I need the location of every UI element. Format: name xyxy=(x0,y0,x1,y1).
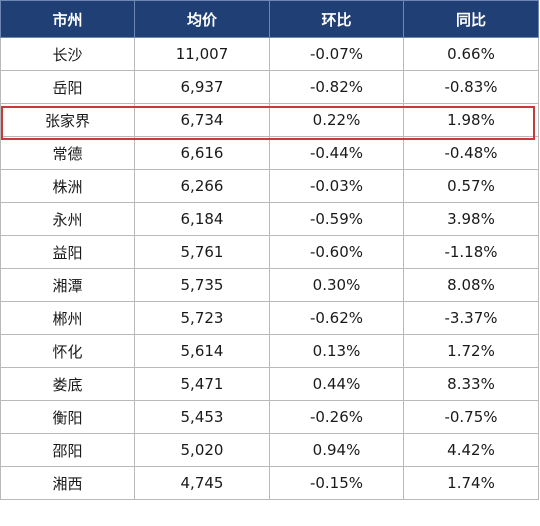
table-row: 邵阳 5,020 0.94% 4.42% xyxy=(0,433,539,467)
cell-yoy-change: -0.48% xyxy=(403,136,539,170)
cell-yoy-change: -0.75% xyxy=(403,400,539,434)
cell-yoy-change: 0.57% xyxy=(403,169,539,203)
table-row: 株洲 6,266 -0.03% 0.57% xyxy=(0,169,539,203)
cell-yoy-change: 0.66% xyxy=(403,37,539,71)
cell-yoy-change: 3.98% xyxy=(403,202,539,236)
cell-city: 株洲 xyxy=(0,169,135,203)
cell-yoy-change: 4.42% xyxy=(403,433,539,467)
cell-avg-price: 5,723 xyxy=(134,301,270,335)
cell-city: 娄底 xyxy=(0,367,135,401)
header-avg-price: 均价 xyxy=(134,0,270,38)
cell-mom-change: -0.82% xyxy=(269,70,404,104)
cell-mom-change: 0.44% xyxy=(269,367,404,401)
cell-city: 岳阳 xyxy=(0,70,135,104)
cell-avg-price: 5,614 xyxy=(134,334,270,368)
cell-city: 益阳 xyxy=(0,235,135,269)
cell-city: 邵阳 xyxy=(0,433,135,467)
cell-mom-change: -0.60% xyxy=(269,235,404,269)
cell-avg-price: 5,761 xyxy=(134,235,270,269)
table-row: 湘西 4,745 -0.15% 1.74% xyxy=(0,466,539,500)
cell-yoy-change: 8.33% xyxy=(403,367,539,401)
cell-city: 湘西 xyxy=(0,466,135,500)
cell-city: 常德 xyxy=(0,136,135,170)
cell-mom-change: 0.22% xyxy=(269,103,404,137)
cell-yoy-change: 1.98% xyxy=(403,103,539,137)
cell-mom-change: -0.59% xyxy=(269,202,404,236)
header-city: 市州 xyxy=(0,0,135,38)
cell-yoy-change: 1.72% xyxy=(403,334,539,368)
cell-avg-price: 5,735 xyxy=(134,268,270,302)
table-row: 衡阳 5,453 -0.26% -0.75% xyxy=(0,400,539,434)
table-row-highlighted: 张家界 6,734 0.22% 1.98% xyxy=(0,103,539,137)
cell-city: 湘潭 xyxy=(0,268,135,302)
cell-mom-change: -0.26% xyxy=(269,400,404,434)
cell-mom-change: -0.15% xyxy=(269,466,404,500)
cell-city: 衡阳 xyxy=(0,400,135,434)
header-mom-change: 环比 xyxy=(269,0,404,38)
cell-avg-price: 5,471 xyxy=(134,367,270,401)
city-price-table: 市州 均价 环比 同比 长沙 11,007 -0.07% 0.66% 岳阳 6,… xyxy=(0,0,539,500)
cell-mom-change: 0.94% xyxy=(269,433,404,467)
table-header: 市州 均价 环比 同比 xyxy=(0,0,539,38)
cell-avg-price: 6,616 xyxy=(134,136,270,170)
cell-city: 怀化 xyxy=(0,334,135,368)
cell-city: 张家界 xyxy=(0,103,135,137)
cell-avg-price: 6,184 xyxy=(134,202,270,236)
header-yoy-change: 同比 xyxy=(403,0,539,38)
table-row: 郴州 5,723 -0.62% -3.37% xyxy=(0,301,539,335)
cell-city: 长沙 xyxy=(0,37,135,71)
cell-mom-change: -0.03% xyxy=(269,169,404,203)
cell-city: 永州 xyxy=(0,202,135,236)
table-row: 怀化 5,614 0.13% 1.72% xyxy=(0,334,539,368)
cell-avg-price: 6,266 xyxy=(134,169,270,203)
cell-mom-change: 0.13% xyxy=(269,334,404,368)
cell-avg-price: 4,745 xyxy=(134,466,270,500)
cell-avg-price: 5,453 xyxy=(134,400,270,434)
table-row: 益阳 5,761 -0.60% -1.18% xyxy=(0,235,539,269)
table-row: 湘潭 5,735 0.30% 8.08% xyxy=(0,268,539,302)
table-row: 长沙 11,007 -0.07% 0.66% xyxy=(0,37,539,71)
table-row: 永州 6,184 -0.59% 3.98% xyxy=(0,202,539,236)
header-row: 市州 均价 环比 同比 xyxy=(0,0,539,38)
cell-yoy-change: 8.08% xyxy=(403,268,539,302)
cell-avg-price: 6,937 xyxy=(134,70,270,104)
cell-mom-change: -0.44% xyxy=(269,136,404,170)
cell-yoy-change: -0.83% xyxy=(403,70,539,104)
table-body: 长沙 11,007 -0.07% 0.66% 岳阳 6,937 -0.82% -… xyxy=(0,37,539,500)
cell-city: 郴州 xyxy=(0,301,135,335)
cell-avg-price: 11,007 xyxy=(134,37,270,71)
table-row: 岳阳 6,937 -0.82% -0.83% xyxy=(0,70,539,104)
table-row: 娄底 5,471 0.44% 8.33% xyxy=(0,367,539,401)
cell-yoy-change: 1.74% xyxy=(403,466,539,500)
cell-mom-change: 0.30% xyxy=(269,268,404,302)
cell-mom-change: -0.07% xyxy=(269,37,404,71)
cell-avg-price: 5,020 xyxy=(134,433,270,467)
cell-yoy-change: -3.37% xyxy=(403,301,539,335)
table-row: 常德 6,616 -0.44% -0.48% xyxy=(0,136,539,170)
cell-mom-change: -0.62% xyxy=(269,301,404,335)
cell-yoy-change: -1.18% xyxy=(403,235,539,269)
cell-avg-price: 6,734 xyxy=(134,103,270,137)
